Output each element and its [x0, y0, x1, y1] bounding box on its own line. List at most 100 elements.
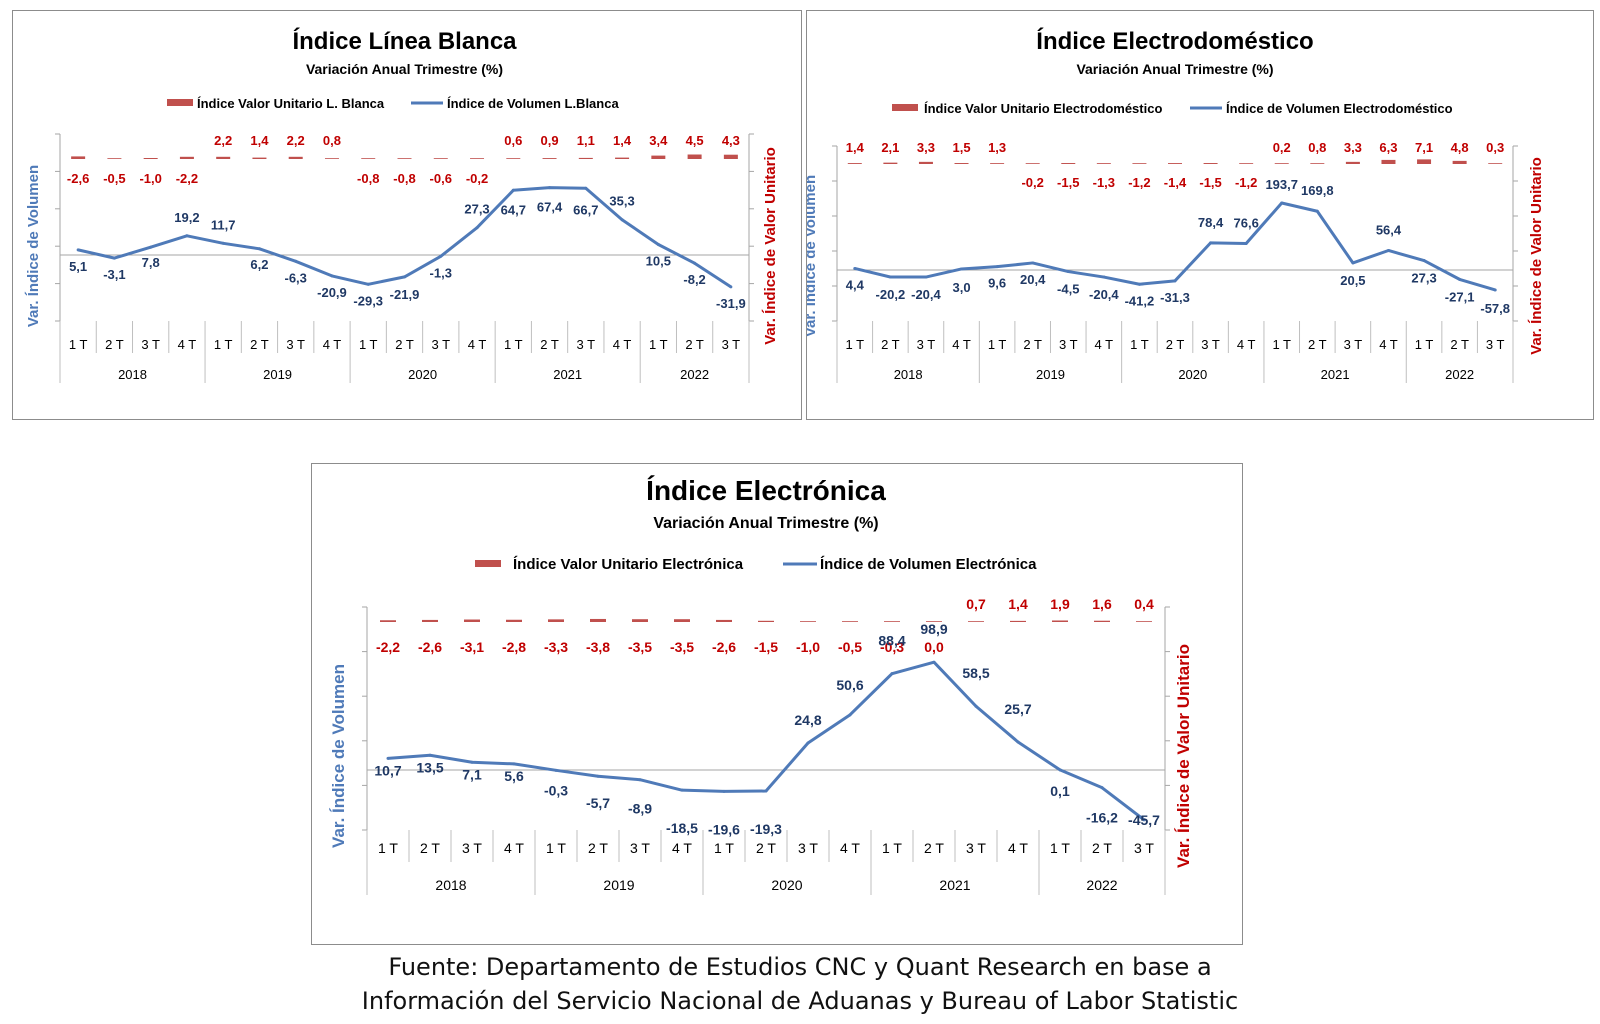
volume-point: [995, 265, 999, 269]
unit-value-bar: [758, 620, 774, 622]
right-axis-title: Var. Índice de Valor Unitario: [762, 147, 779, 345]
category-label: 4 T: [504, 840, 524, 856]
category-label: 1 T: [1415, 337, 1434, 352]
unit-value-bar: [506, 619, 522, 622]
volume-label: 76,6: [1234, 215, 1259, 230]
legend-label-volume: Índice de Volumen Electrónica: [820, 556, 1037, 573]
unit-value-bar: [1310, 163, 1325, 164]
unit-value-bar: [1239, 163, 1254, 164]
volume-label: -16,2: [1086, 810, 1118, 826]
chart-panel-electronica: Índice Electrónica Variación Anual Trimes…: [311, 463, 1243, 945]
category-label: 2 T: [1450, 337, 1469, 352]
chart-subtitle: Variación Anual Trimestre (%): [653, 515, 878, 532]
category-label: 1 T: [882, 840, 902, 856]
volume-point: [932, 660, 936, 664]
unit-value-label: 0,3: [1486, 140, 1504, 155]
unit-value-bar: [216, 156, 231, 159]
volume-label: 56,4: [1376, 222, 1402, 237]
unit-value-label: 3,3: [1344, 140, 1362, 155]
volume-point: [475, 226, 479, 230]
volume-point: [403, 275, 406, 279]
unit-value-label: 3,4: [649, 133, 668, 148]
unit-value-bar: [723, 154, 738, 159]
unit-value-label: -2,2: [176, 171, 198, 186]
unit-value-label: -1,4: [1164, 175, 1187, 190]
unit-value-label: -1,5: [1057, 175, 1079, 190]
category-label: 1 T: [1050, 840, 1070, 856]
unit-value-label: 2,2: [287, 133, 305, 148]
volume-point: [596, 774, 600, 778]
unit-value-label: 1,1: [577, 133, 595, 148]
volume-label: -21,9: [390, 287, 420, 302]
volume-label: 50,6: [836, 677, 863, 693]
chart-panel-electrodomestico: Índice Electrodoméstico Variación Anual T…: [806, 10, 1594, 420]
category-label: 1 T: [1272, 337, 1291, 352]
right-axis-title: Var. Índice de Valor Unitario: [1528, 157, 1545, 355]
volume-point: [185, 234, 189, 238]
category-label: 3 T: [966, 840, 986, 856]
unit-value-label: -3,8: [586, 639, 610, 655]
year-label: 2018: [118, 367, 147, 382]
volume-label: 24,8: [794, 712, 821, 728]
volume-point: [1422, 259, 1426, 263]
volume-point: [1209, 241, 1213, 245]
legend-swatch-unit-value: [167, 99, 193, 106]
volume-point: [584, 186, 588, 190]
year-label: 2022: [680, 367, 709, 382]
unit-value-label: 6,3: [1379, 140, 1397, 155]
unit-value-bar: [716, 619, 732, 622]
volume-point: [512, 762, 516, 766]
unit-value-bar: [1452, 160, 1467, 164]
source-line-1: Fuente: Departamento de Estudios CNC y Q…: [388, 953, 1212, 981]
volume-line: [387, 660, 1145, 822]
year-label: 2018: [435, 877, 466, 893]
unit-value-label: -3,1: [460, 639, 484, 655]
unit-value-label: 0,2: [1273, 140, 1291, 155]
category-label: 2 T: [250, 337, 269, 352]
unit-value-label: -2,2: [376, 639, 400, 655]
volume-label: 27,3: [464, 202, 489, 217]
category-label: 2 T: [756, 840, 776, 856]
category-label: 3 T: [1344, 337, 1363, 352]
unit-value-bar: [918, 161, 933, 164]
category-label: 4 T: [1095, 337, 1114, 352]
unit-value-bar: [397, 158, 412, 159]
unit-value-label: -0,8: [393, 171, 415, 186]
unit-value-label: -1,2: [1235, 175, 1257, 190]
category-label: 4 T: [178, 337, 197, 352]
volume-point: [656, 243, 660, 246]
unit-value-bar: [884, 621, 900, 622]
unit-value-label: 0,6: [504, 133, 522, 148]
volume-label: -27,1: [1445, 289, 1475, 304]
year-label: 2020: [408, 367, 437, 382]
volume-point: [1031, 261, 1035, 265]
unit-value-label: -2,8: [502, 639, 526, 655]
unit-value-bar: [632, 619, 648, 622]
volume-label: -5,7: [586, 795, 610, 811]
unit-value-bar: [1025, 163, 1040, 164]
legend-swatch-unit-value: [475, 560, 501, 567]
category-label: 1 T: [1130, 337, 1149, 352]
category-label: 2 T: [881, 337, 900, 352]
volume-point: [1280, 201, 1284, 205]
legend-label-volume: Índice de Volumen Electrodoméstico: [1226, 101, 1453, 116]
unit-value-label: -2,6: [712, 639, 736, 655]
unit-value-bar: [1417, 159, 1432, 164]
unit-value-bar: [1052, 620, 1068, 622]
category-label: 2 T: [588, 840, 608, 856]
unit-value-bar: [548, 619, 564, 622]
legend-label-unit-value: Índice Valor Unitario Electrodoméstico: [924, 101, 1162, 116]
year-label: 2020: [1178, 367, 1207, 382]
unit-value-bar: [1132, 163, 1147, 164]
volume-point: [638, 778, 642, 782]
unit-value-bar: [674, 619, 690, 622]
category-label: 4 T: [613, 337, 632, 352]
volume-point: [428, 753, 432, 757]
unit-value-bar: [1203, 163, 1218, 164]
volume-label: -20,2: [876, 287, 906, 302]
category-label: 3 T: [722, 337, 741, 352]
unit-value-label: -0,5: [103, 171, 125, 186]
category-label: 3 T: [1134, 840, 1154, 856]
category-label: 4 T: [952, 337, 971, 352]
unit-value-bar: [179, 156, 194, 159]
